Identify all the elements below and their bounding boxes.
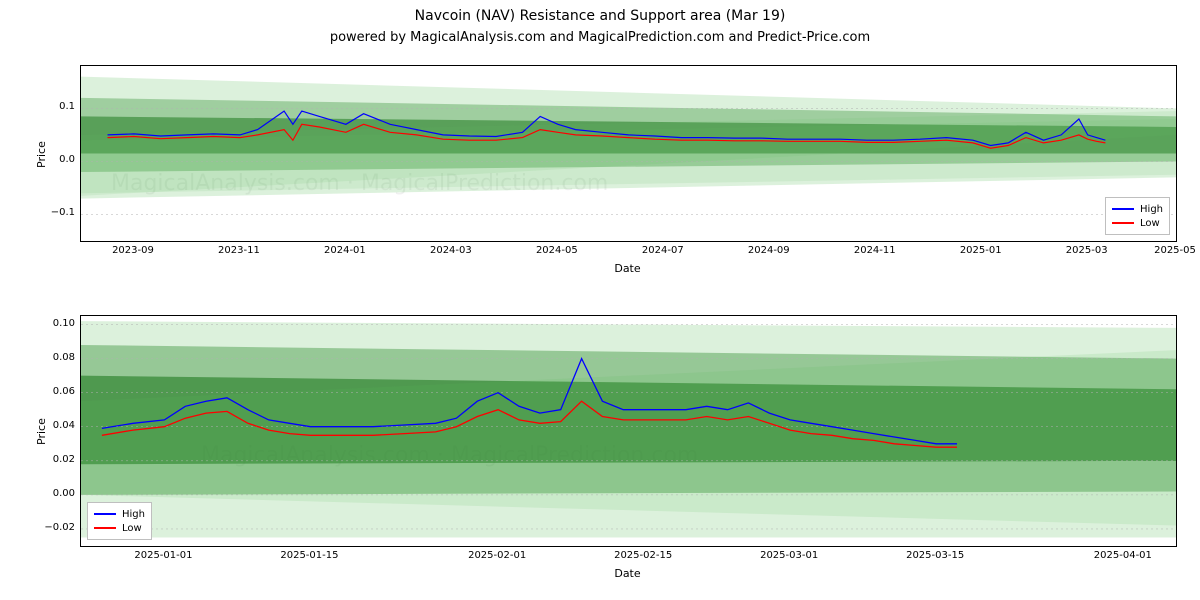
top-xlabel: Date [80,262,1175,275]
xtick: 2025-01 [941,245,1021,256]
xtick: 2025-02-01 [457,550,537,561]
legend-swatch [1112,222,1134,224]
legend-label: High [122,509,145,520]
ytick: 0.04 [25,420,75,431]
ytick: −0.02 [25,522,75,533]
xtick: 2025-05 [1135,245,1200,256]
legend-item: High [1112,202,1163,216]
bottom-panel-svg [81,316,1176,546]
ytick: 0.10 [25,318,75,329]
xtick: 2024-01 [305,245,385,256]
xtick: 2025-02-15 [603,550,683,561]
legend-label: Low [1140,218,1160,229]
bottom-xlabel: Date [80,567,1175,580]
legend-label: High [1140,204,1163,215]
ytick: 0.00 [25,488,75,499]
legend-item: Low [94,521,145,535]
chart-title: Navcoin (NAV) Resistance and Support are… [0,8,1200,24]
top-panel-svg [81,66,1176,241]
legend-swatch [1112,208,1134,210]
ytick: 0.06 [25,386,75,397]
ytick: 0.0 [25,154,75,165]
ytick: 0.02 [25,454,75,465]
xtick: 2025-01-15 [269,550,349,561]
legend-item: High [94,507,145,521]
legend-bottom: High Low [87,502,152,540]
xtick: 2025-01-01 [123,550,203,561]
xtick: 2024-03 [411,245,491,256]
xtick: 2025-03-15 [895,550,975,561]
xtick: 2025-04-01 [1083,550,1163,561]
xtick: 2025-03-01 [749,550,829,561]
xtick: 2023-11 [199,245,279,256]
ytick: 0.08 [25,352,75,363]
xtick: 2024-07 [623,245,703,256]
xtick: 2025-03 [1047,245,1127,256]
xtick: 2024-09 [729,245,809,256]
legend-top: High Low [1105,197,1170,235]
ytick: −0.1 [25,207,75,218]
legend-swatch [94,513,116,515]
bottom-panel: MagicalAnalysis.com · MagicalPrediction.… [80,315,1177,547]
legend-swatch [94,527,116,529]
chart-subtitle: powered by MagicalAnalysis.com and Magic… [0,30,1200,45]
xtick: 2023-09 [93,245,173,256]
xtick: 2024-05 [517,245,597,256]
legend-item: Low [1112,216,1163,230]
xtick: 2024-11 [835,245,915,256]
figure: Navcoin (NAV) Resistance and Support are… [0,0,1200,600]
top-panel: MagicalAnalysis.com · MagicalPrediction.… [80,65,1177,242]
legend-label: Low [122,523,142,534]
ytick: 0.1 [25,101,75,112]
